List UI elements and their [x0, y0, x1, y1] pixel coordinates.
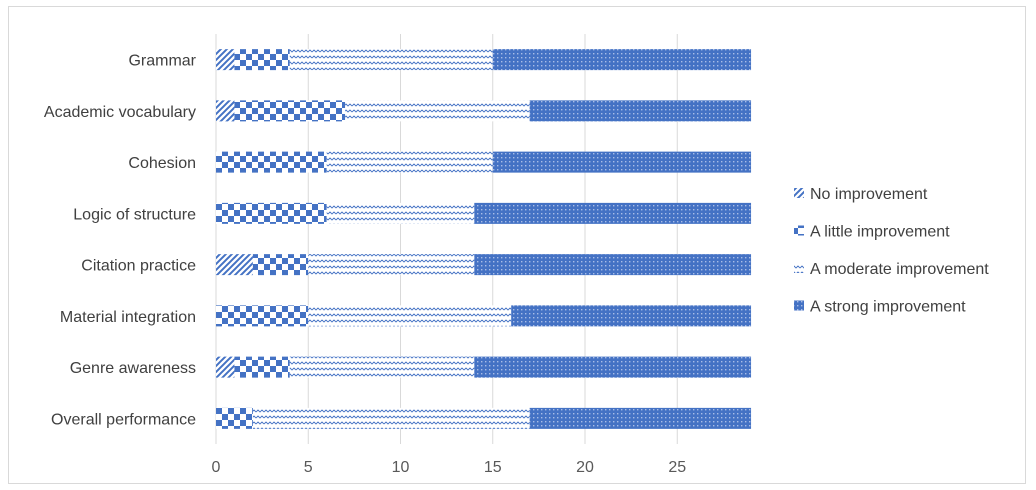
category-label: Genre awareness: [70, 360, 196, 377]
bar-segment-1: [216, 407, 253, 429]
legend-label: No improvement: [810, 186, 928, 203]
bar-segment-3: [492, 151, 752, 173]
legend-swatch-1: [794, 225, 804, 236]
bar-segment-1: [216, 151, 327, 173]
legend: No improvement A little improvement A mode…: [794, 186, 989, 316]
bar-segment-3: [474, 356, 752, 378]
bar-segment-1: [252, 254, 309, 276]
category-label: Grammar: [128, 53, 196, 70]
x-tick-label: 5: [304, 459, 313, 476]
bar-segment-1: [216, 305, 309, 327]
bar-segment-1: [234, 49, 290, 71]
bar-segment-0: [216, 356, 235, 378]
bar-segment-0: [216, 100, 235, 122]
bar-segment-3: [474, 254, 752, 276]
bar-segment-1: [234, 100, 346, 122]
chart-frame: [8, 6, 1026, 484]
category-labels: Grammar Academic vocabulary Cohesion Logic …: [44, 53, 197, 429]
bar-segment-1: [216, 202, 327, 224]
bar-segment-2: [289, 49, 493, 71]
bar-segment-0: [216, 49, 235, 71]
x-tick-label: 25: [668, 459, 686, 476]
bar-segment-2: [326, 202, 475, 224]
category-label: Citation practice: [81, 258, 196, 275]
bar-segment-3: [529, 100, 752, 122]
category-label: Logic of structure: [73, 206, 196, 223]
category-label: Academic vocabulary: [44, 104, 196, 121]
legend-swatch-2: [794, 263, 804, 273]
bar-segment-2: [252, 407, 530, 429]
bar-segment-2: [345, 100, 530, 122]
bars: [216, 49, 752, 429]
category-label: Material integration: [60, 309, 196, 326]
x-tick-label: 10: [392, 459, 410, 476]
legend-label: A little improvement: [810, 224, 950, 241]
bar-segment-3: [474, 202, 752, 224]
x-tick-label: 15: [484, 459, 502, 476]
bar-segment-2: [289, 356, 475, 378]
legend-label: A moderate improvement: [810, 261, 989, 278]
x-tick-label: 20: [576, 459, 594, 476]
bar-segment-2: [326, 151, 493, 173]
bar-segment-3: [511, 305, 752, 327]
category-label: Cohesion: [128, 155, 196, 172]
category-label: Overall performance: [51, 411, 196, 428]
bar-segment-0: [216, 254, 253, 276]
legend-swatch-0: [794, 188, 804, 198]
x-axis-ticks: 0 5 10 15 20 25: [212, 459, 687, 476]
legend-swatch-3: [794, 300, 804, 311]
bar-segment-2: [308, 305, 512, 327]
bar-segment-3: [529, 407, 752, 429]
legend-label: A strong improvement: [810, 299, 966, 316]
bar-segment-1: [234, 356, 290, 378]
bar-segment-2: [308, 254, 475, 276]
gridlines: [215, 34, 678, 444]
x-tick-label: 0: [212, 459, 221, 476]
bar-segment-3: [492, 49, 752, 71]
